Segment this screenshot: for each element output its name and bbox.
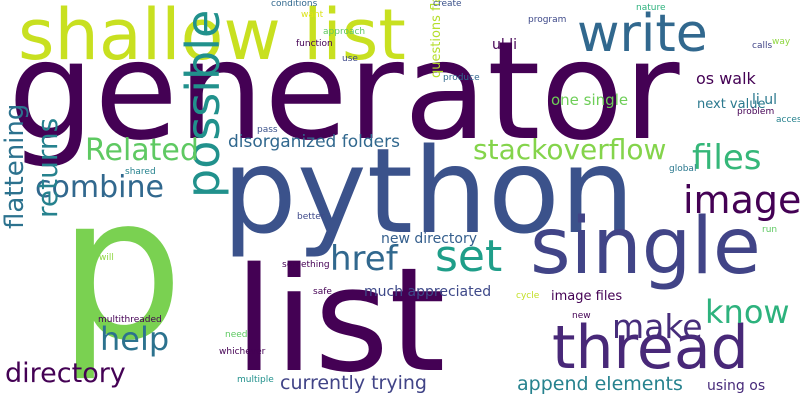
word-ul-li: ul li — [492, 37, 517, 53]
word-function: function — [296, 39, 333, 49]
word-os-walk: os walk — [696, 69, 756, 88]
word-one-single: one single — [551, 91, 629, 109]
word-something: something — [282, 260, 330, 270]
word-create: create — [433, 0, 462, 9]
word-append-elements: append elements — [517, 373, 683, 395]
word-directory: directory — [5, 358, 126, 389]
word-set: set — [435, 231, 503, 282]
word-way: way — [772, 37, 791, 47]
word-new-directory: new directory — [381, 231, 478, 247]
word-combine: combine — [35, 170, 164, 205]
word-new: new — [572, 311, 591, 321]
word-nature: nature — [636, 3, 666, 13]
word-need: need — [225, 330, 248, 340]
word-related: Related — [85, 133, 199, 168]
word-whichever: whichever — [219, 347, 266, 357]
word-global: global — [669, 164, 697, 174]
word-approach: approach — [323, 27, 366, 37]
word-run: run — [762, 225, 778, 235]
word-use: use — [342, 54, 358, 64]
word-program: program — [528, 15, 567, 25]
word-p: p — [58, 153, 184, 384]
word-accessing: accessing — [776, 115, 800, 125]
word-calls: calls — [752, 41, 773, 51]
word-conditions: conditions — [271, 0, 318, 9]
word-disorganized-folders: disorganized folders — [228, 132, 400, 152]
word-questions-flattening: questions flattening — [429, 0, 444, 78]
word-image: image — [683, 178, 800, 222]
word-better: better — [297, 212, 325, 222]
word-safe: safe — [313, 287, 332, 297]
word-cycle: cycle — [516, 291, 540, 301]
word-using-os: using os — [707, 378, 766, 394]
word-problem: problem — [737, 107, 775, 117]
word-stackoverflow: stackoverflow — [473, 133, 667, 166]
word-write: write — [577, 4, 708, 64]
word-python: python — [222, 122, 635, 260]
word-flattening: flattening — [0, 103, 30, 229]
word-returns: returns — [31, 117, 64, 218]
word-generator: generator — [8, 13, 680, 171]
word-multiple: multiple — [237, 375, 274, 385]
word-list: list — [234, 236, 446, 400]
word-want: want — [301, 10, 324, 20]
word-multithreaded: multithreaded — [98, 315, 162, 325]
word-pass: pass — [257, 125, 278, 135]
word-currently-trying: currently trying — [280, 372, 427, 394]
word-produce: produce — [443, 73, 480, 83]
word-possible: possible — [176, 9, 230, 198]
word-next-value: next value — [697, 97, 766, 112]
word-image-files: image files — [551, 289, 623, 304]
word-much-appreciated: much appreciated — [364, 284, 492, 300]
word-single: single — [530, 202, 761, 292]
word-will: will — [99, 253, 114, 263]
word-shared: shared — [125, 167, 156, 177]
word-files: files — [692, 138, 762, 178]
word-thread: thread — [552, 313, 749, 383]
word-li-ul: li ul — [752, 92, 777, 108]
word-help: help — [100, 320, 170, 358]
word-make: make — [612, 307, 703, 346]
word-href: href — [330, 239, 398, 279]
word-shallow-list: shallow list — [18, 0, 406, 76]
word-know: know — [705, 293, 790, 331]
